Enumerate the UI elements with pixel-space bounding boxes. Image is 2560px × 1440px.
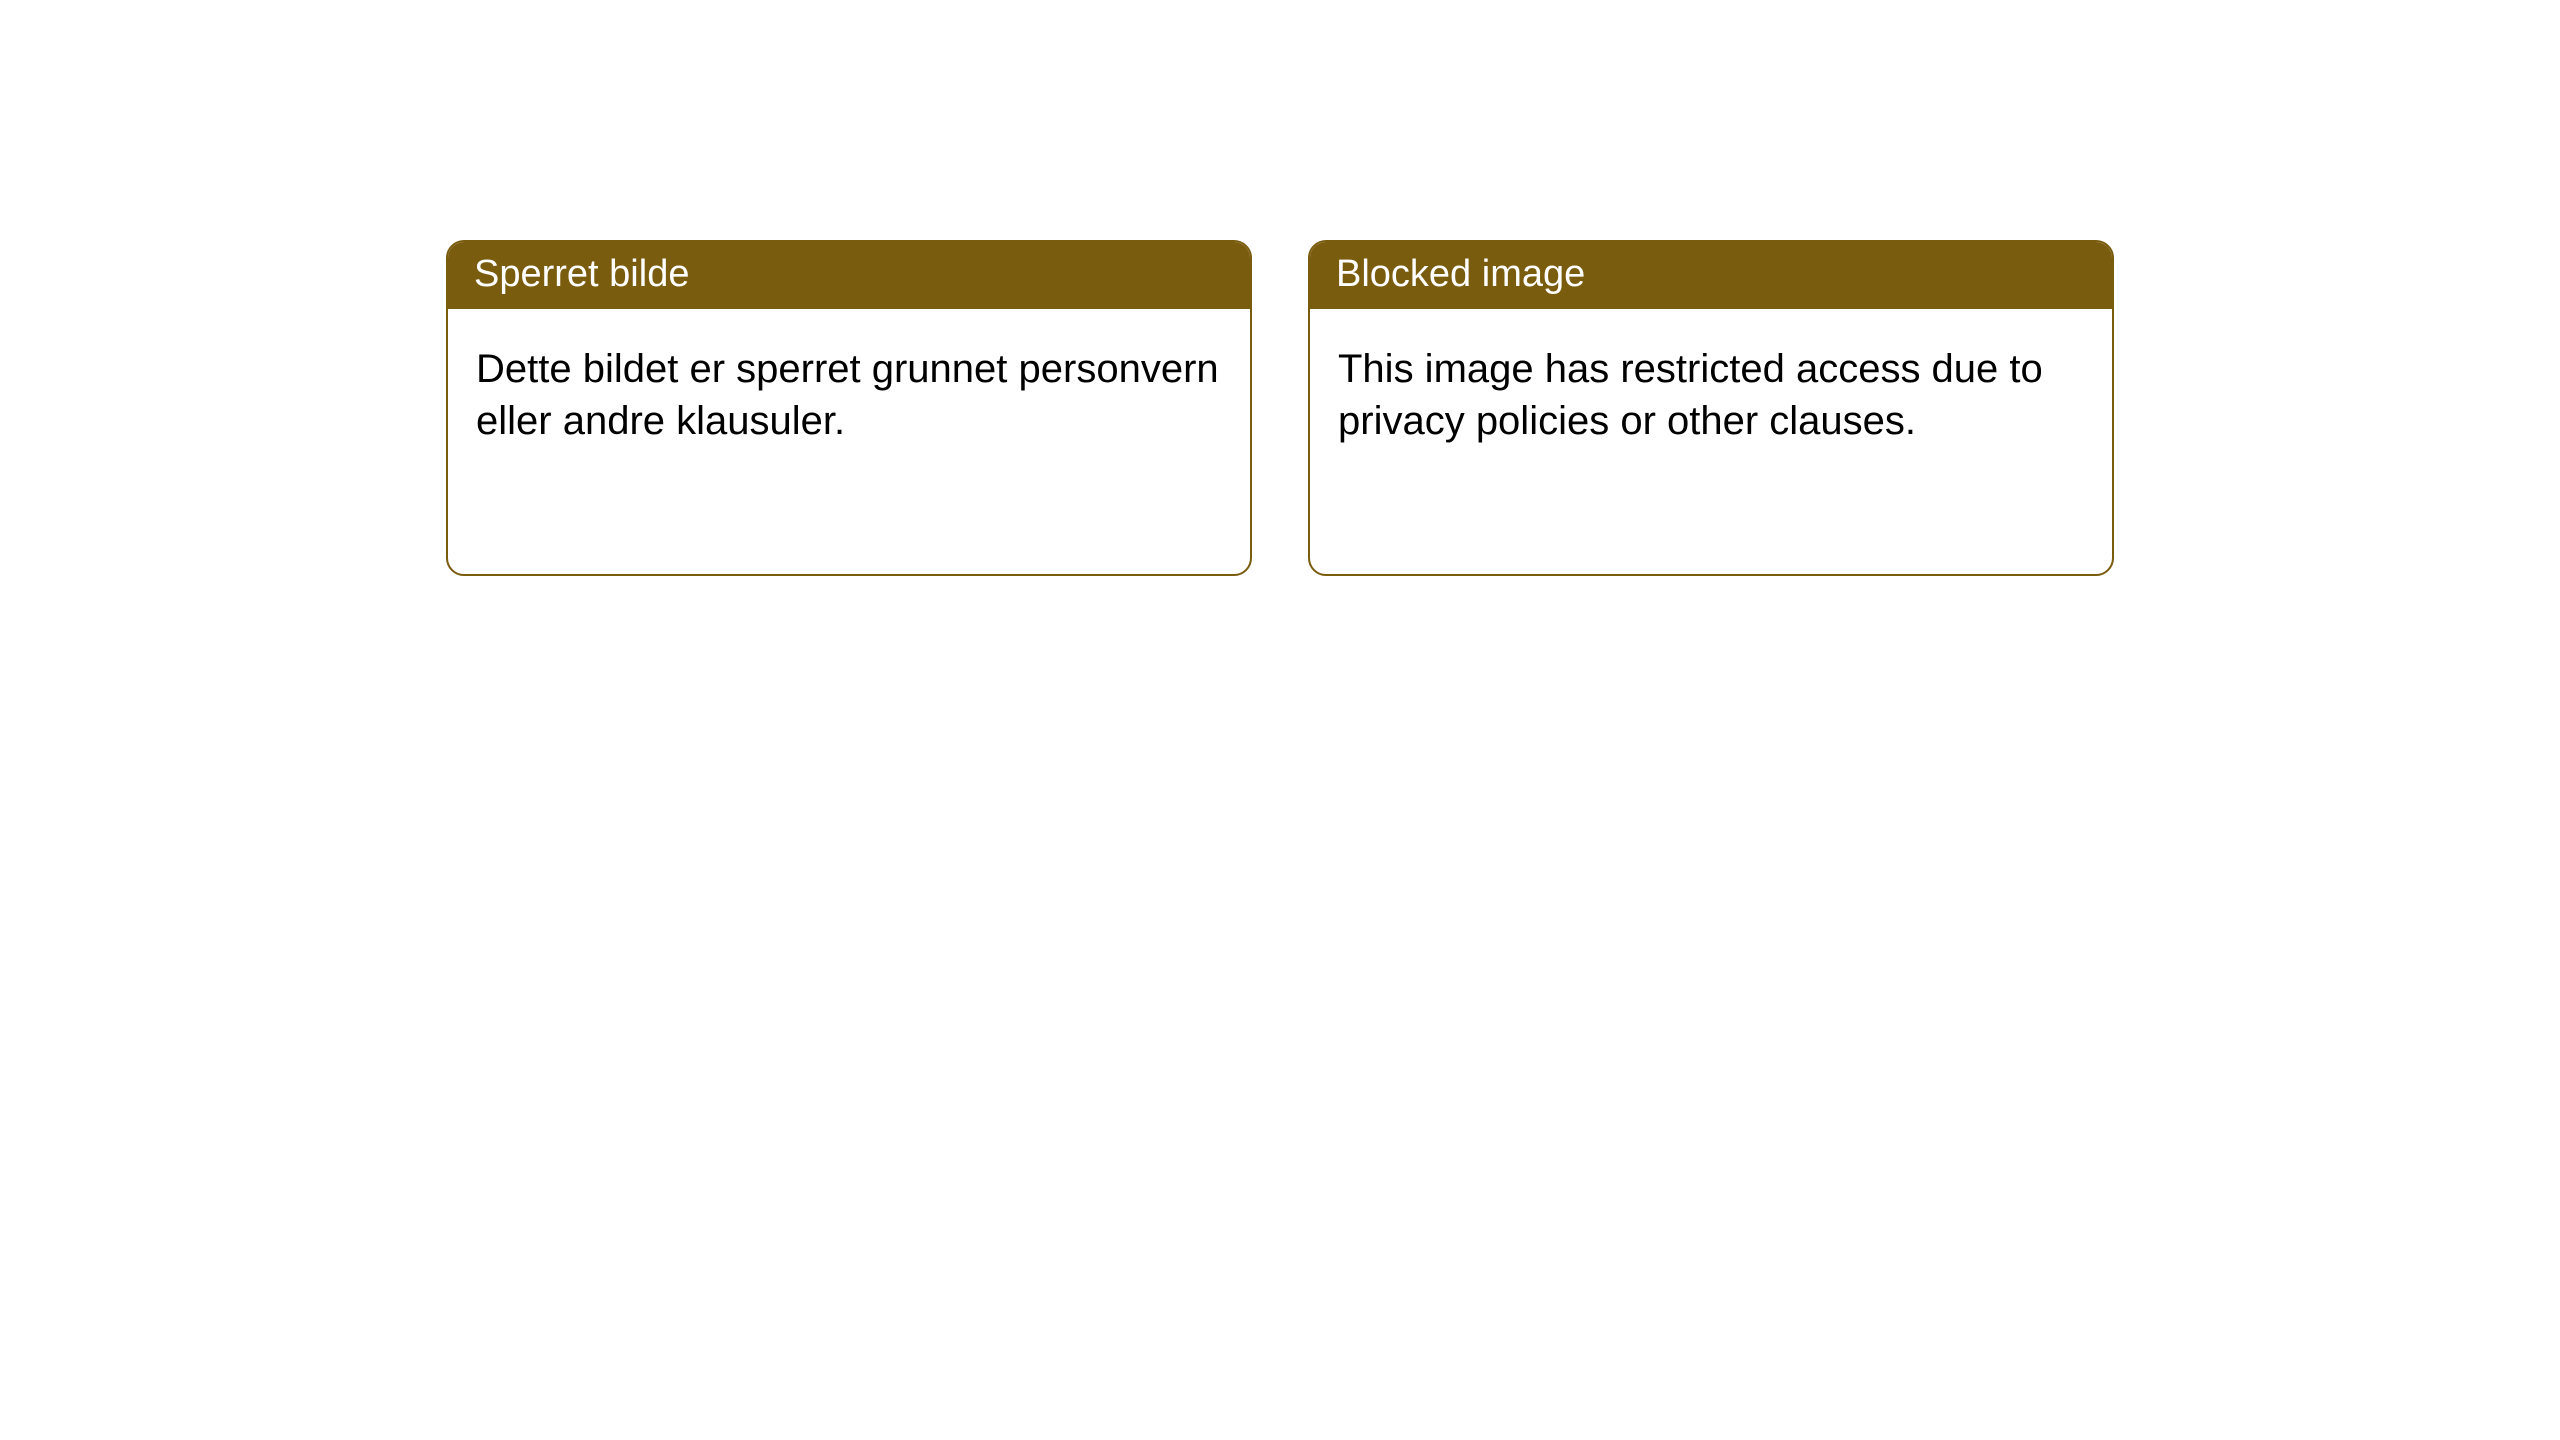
card-body-en: This image has restricted access due to … [1310, 309, 2112, 481]
blocked-image-card-en: Blocked image This image has restricted … [1308, 240, 2114, 576]
blocked-image-card-no: Sperret bilde Dette bildet er sperret gr… [446, 240, 1252, 576]
card-title-no: Sperret bilde [448, 242, 1250, 309]
card-title-en: Blocked image [1310, 242, 2112, 309]
notice-container: Sperret bilde Dette bildet er sperret gr… [0, 0, 2560, 576]
card-body-no: Dette bildet er sperret grunnet personve… [448, 309, 1250, 481]
